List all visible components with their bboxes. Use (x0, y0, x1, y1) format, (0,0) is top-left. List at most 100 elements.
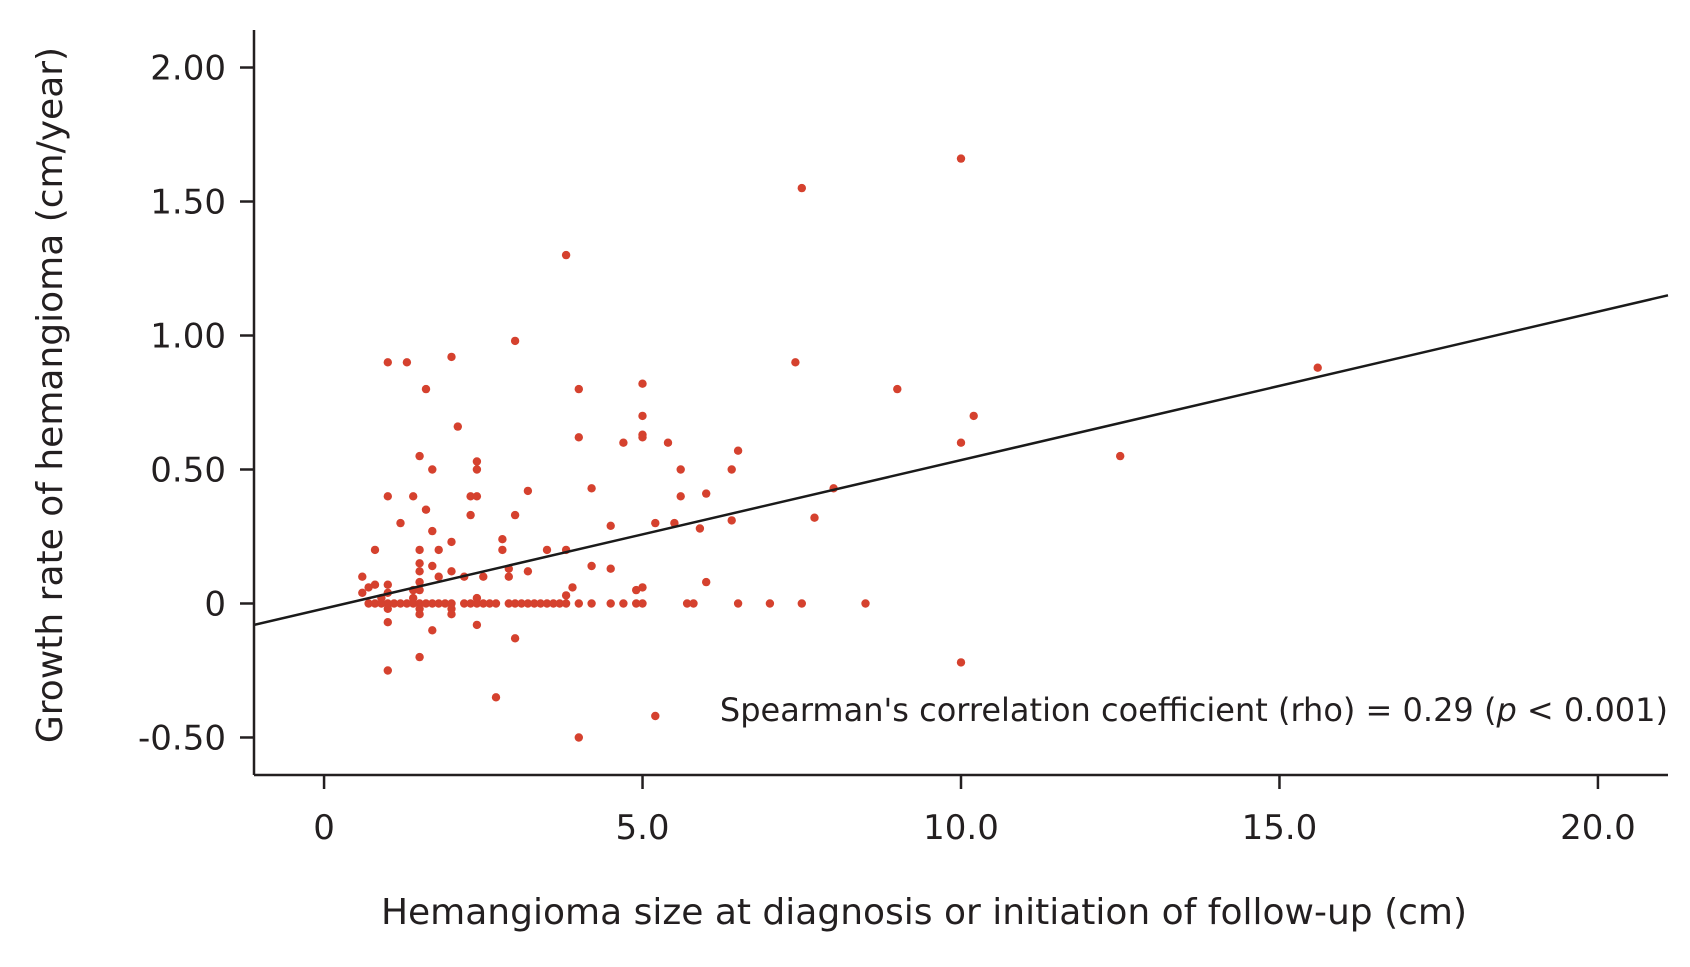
data-point (797, 183, 806, 193)
data-point (587, 484, 596, 493)
data-point (428, 465, 437, 474)
data-point (383, 492, 392, 501)
data-point (606, 521, 615, 530)
data-point (396, 599, 405, 608)
data-point (504, 599, 513, 608)
data-point (542, 545, 552, 555)
data-point (956, 658, 966, 667)
regression-line-group (253, 294, 1669, 627)
data-point (727, 516, 736, 525)
y-tick-label: -0.50 (138, 718, 226, 758)
data-point (689, 599, 698, 608)
data-points (358, 154, 1322, 742)
x-axis-title: Hemangioma size at diagnosis or initiati… (381, 892, 1467, 933)
data-point (504, 572, 513, 581)
data-point (765, 599, 775, 608)
x-tick-label: 20.0 (1560, 808, 1636, 848)
data-point (619, 438, 628, 447)
y-tick-label: 0 (204, 584, 226, 624)
data-point (638, 599, 647, 608)
data-point (415, 577, 424, 587)
data-point (415, 610, 424, 619)
data-point (727, 465, 736, 474)
data-point (447, 537, 456, 547)
data-point (440, 599, 450, 608)
data-point (523, 599, 533, 608)
data-point (402, 599, 412, 608)
annotation-prefix: Spearman's correlation coefficient (rho)… (720, 691, 1497, 729)
data-point (472, 492, 482, 501)
data-point (542, 599, 552, 608)
data-point (472, 457, 482, 466)
data-point (409, 599, 418, 608)
data-point (421, 384, 431, 394)
data-point (447, 567, 456, 576)
data-point (510, 634, 520, 643)
data-point (421, 505, 431, 514)
data-point (485, 599, 494, 608)
data-point (638, 411, 647, 421)
data-point (638, 379, 647, 388)
data-point (638, 583, 647, 592)
data-point (638, 433, 647, 442)
x-tick-label: 5.0 (615, 808, 669, 848)
annotation-suffix: < 0.001) (1517, 691, 1668, 729)
data-point (733, 599, 743, 608)
data-point (651, 711, 660, 721)
y-tick-label: 1.50 (150, 183, 226, 223)
data-point (523, 486, 533, 496)
data-point (415, 559, 424, 568)
y-tick-label: 1.00 (150, 317, 226, 357)
data-point (402, 358, 412, 367)
data-point (466, 599, 475, 608)
data-point (428, 599, 437, 608)
data-point (632, 585, 641, 595)
data-point (434, 545, 443, 555)
data-point (383, 358, 392, 367)
data-point (358, 572, 367, 581)
data-point (396, 518, 405, 528)
data-point (364, 599, 373, 608)
data-point (370, 580, 380, 589)
data-point (606, 564, 615, 573)
data-point (606, 599, 615, 608)
data-point (415, 567, 424, 576)
data-point (447, 610, 456, 619)
data-point (676, 492, 685, 501)
data-point (434, 572, 443, 581)
data-point (555, 599, 564, 608)
data-point (409, 492, 418, 501)
data-point (389, 599, 399, 608)
data-point (498, 545, 507, 555)
data-point (498, 535, 507, 544)
data-point (549, 599, 558, 608)
data-point (377, 599, 386, 608)
data-point (893, 384, 902, 394)
data-point (428, 626, 437, 635)
data-point (561, 591, 571, 600)
data-point (561, 250, 571, 260)
data-point (517, 599, 526, 608)
data-point (561, 599, 571, 608)
data-point (370, 545, 380, 555)
data-point (791, 358, 800, 367)
data-point (956, 438, 966, 447)
data-point (574, 433, 583, 442)
data-point (358, 588, 367, 597)
data-point (428, 526, 437, 536)
data-point (415, 451, 424, 461)
data-point (383, 666, 392, 675)
data-point (956, 154, 966, 163)
data-point (663, 438, 673, 447)
data-point (530, 599, 539, 608)
data-point (702, 489, 711, 498)
data-point (428, 561, 437, 571)
x-tick-label: 10.0 (923, 808, 999, 848)
data-point (415, 545, 424, 555)
spearman-annotation: Spearman's correlation coefficient (rho)… (720, 691, 1668, 729)
ticks: 0 5.0 10.0 15.0 20.0 2.00 1.50 1.00 0.50 0 -0.50 (138, 49, 1636, 848)
data-point (364, 583, 373, 592)
data-point (383, 618, 392, 627)
data-point (574, 599, 583, 608)
